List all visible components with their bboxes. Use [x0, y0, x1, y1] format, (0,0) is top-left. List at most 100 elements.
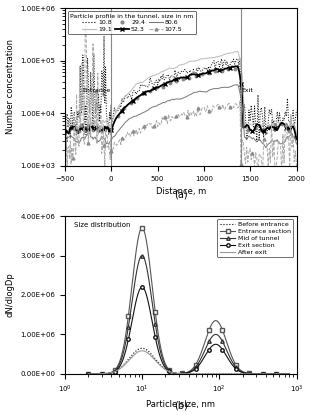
- Line: 10.8: 10.8: [65, 36, 296, 142]
- 29.4: [213, 68, 217, 73]
- 29.4: [91, 128, 95, 133]
- Entrance section: [210, 322, 214, 327]
- Entrance section: [256, 371, 260, 376]
- 29.4: [96, 127, 100, 132]
- 80.6: [294, 137, 297, 142]
- 10.8: [130, 97, 134, 102]
- Mid of tunnel: [256, 371, 260, 376]
- Exit section: [256, 371, 260, 376]
- 107.5: [295, 164, 298, 169]
- 29.4: [68, 127, 72, 132]
- 80.6: [276, 140, 280, 145]
- X-axis label: Distance, m: Distance, m: [156, 187, 206, 196]
- Entrance section: [140, 225, 144, 230]
- 107.5: [241, 139, 245, 144]
- 107.5: [261, 176, 264, 181]
- 29.4: [77, 129, 81, 134]
- 29.4: [187, 76, 191, 81]
- 29.4: [181, 77, 184, 82]
- 19.1: [129, 89, 132, 94]
- 29.4: [253, 126, 257, 131]
- Before entrance: [206, 371, 210, 376]
- 29.4: [100, 129, 104, 134]
- After exit: [86, 371, 90, 376]
- Line: Mid of tunnel: Mid of tunnel: [86, 254, 291, 376]
- Y-axis label: Number concentration: Number concentration: [6, 39, 15, 134]
- Line: 80.6: 80.6: [65, 85, 296, 150]
- Line: Before entrance: Before entrance: [88, 348, 289, 374]
- After exit: [287, 371, 291, 376]
- 29.4: [129, 100, 132, 105]
- Mid of tunnel: [287, 371, 291, 376]
- 29.4: [233, 67, 236, 72]
- Y-axis label: dN/dlogDp: dN/dlogDp: [6, 273, 15, 317]
- Legend: 10.8, 19.1, 29.4, 52.3, 80.6, 107.5: 10.8, 19.1, 29.4, 52.3, 80.6, 107.5: [68, 11, 196, 34]
- 80.6: [129, 115, 132, 120]
- Exit section: [210, 344, 214, 349]
- Line: 107.5: 107.5: [63, 24, 298, 180]
- Entrance section: [269, 371, 273, 376]
- Mid of tunnel: [206, 342, 210, 347]
- 80.6: [96, 138, 100, 143]
- Before entrance: [256, 371, 260, 376]
- 29.4: [207, 70, 211, 75]
- 29.4: [287, 128, 290, 133]
- Mid of tunnel: [207, 340, 210, 345]
- After exit: [140, 348, 144, 353]
- 29.4: [273, 122, 277, 127]
- 29.4: [116, 114, 119, 119]
- 52.3: [294, 132, 297, 137]
- Entrance section: [206, 331, 210, 336]
- 80.6: [247, 134, 251, 139]
- 19.1: [236, 49, 240, 54]
- Exit section: [87, 371, 91, 376]
- 29.4: [239, 85, 243, 90]
- 80.6: [295, 142, 298, 146]
- Entrance section: [287, 371, 291, 376]
- Entrance section: [207, 330, 210, 334]
- Mid of tunnel: [269, 371, 273, 376]
- 107.5: [278, 140, 281, 145]
- 29.4: [63, 138, 67, 143]
- Line: After exit: After exit: [88, 351, 289, 374]
- 19.1: [294, 125, 297, 130]
- Legend: Before entrance, Entrance section, Mid of tunnel, Exit section, After exit: Before entrance, Entrance section, Mid o…: [217, 219, 293, 257]
- 29.4: [82, 128, 86, 133]
- Text: Size distribution: Size distribution: [74, 222, 130, 228]
- Line: Entrance section: Entrance section: [86, 226, 291, 376]
- Text: (b): (b): [174, 400, 188, 410]
- 19.1: [96, 124, 100, 129]
- 80.6: [63, 147, 67, 152]
- 29.4: [259, 127, 263, 132]
- Exit section: [269, 371, 273, 376]
- 107.5: [247, 150, 251, 155]
- 29.4: [194, 73, 197, 78]
- 19.1: [247, 125, 251, 130]
- 29.4: [246, 127, 250, 132]
- 19.1: [241, 86, 245, 91]
- 10.8: [295, 107, 298, 112]
- 19.1: [295, 131, 298, 136]
- 52.3: [241, 125, 245, 130]
- 29.4: [266, 124, 270, 129]
- 29.4: [148, 88, 152, 93]
- Entrance section: [86, 371, 90, 376]
- Exit section: [206, 349, 210, 354]
- 19.1: [63, 140, 67, 145]
- X-axis label: Particle size, nm: Particle size, nm: [146, 400, 215, 410]
- Exit section: [207, 348, 210, 353]
- Exit section: [287, 371, 291, 376]
- Line: 29.4: 29.4: [63, 68, 297, 142]
- 29.4: [226, 66, 230, 71]
- Before entrance: [87, 371, 91, 376]
- 29.4: [105, 126, 109, 131]
- Before entrance: [269, 371, 273, 376]
- 29.4: [220, 68, 223, 73]
- Mid of tunnel: [210, 334, 214, 339]
- 29.4: [86, 122, 90, 127]
- 10.8: [255, 139, 259, 144]
- 52.3: [63, 136, 67, 141]
- 80.6: [241, 113, 245, 118]
- After exit: [256, 371, 260, 376]
- Before entrance: [207, 371, 210, 376]
